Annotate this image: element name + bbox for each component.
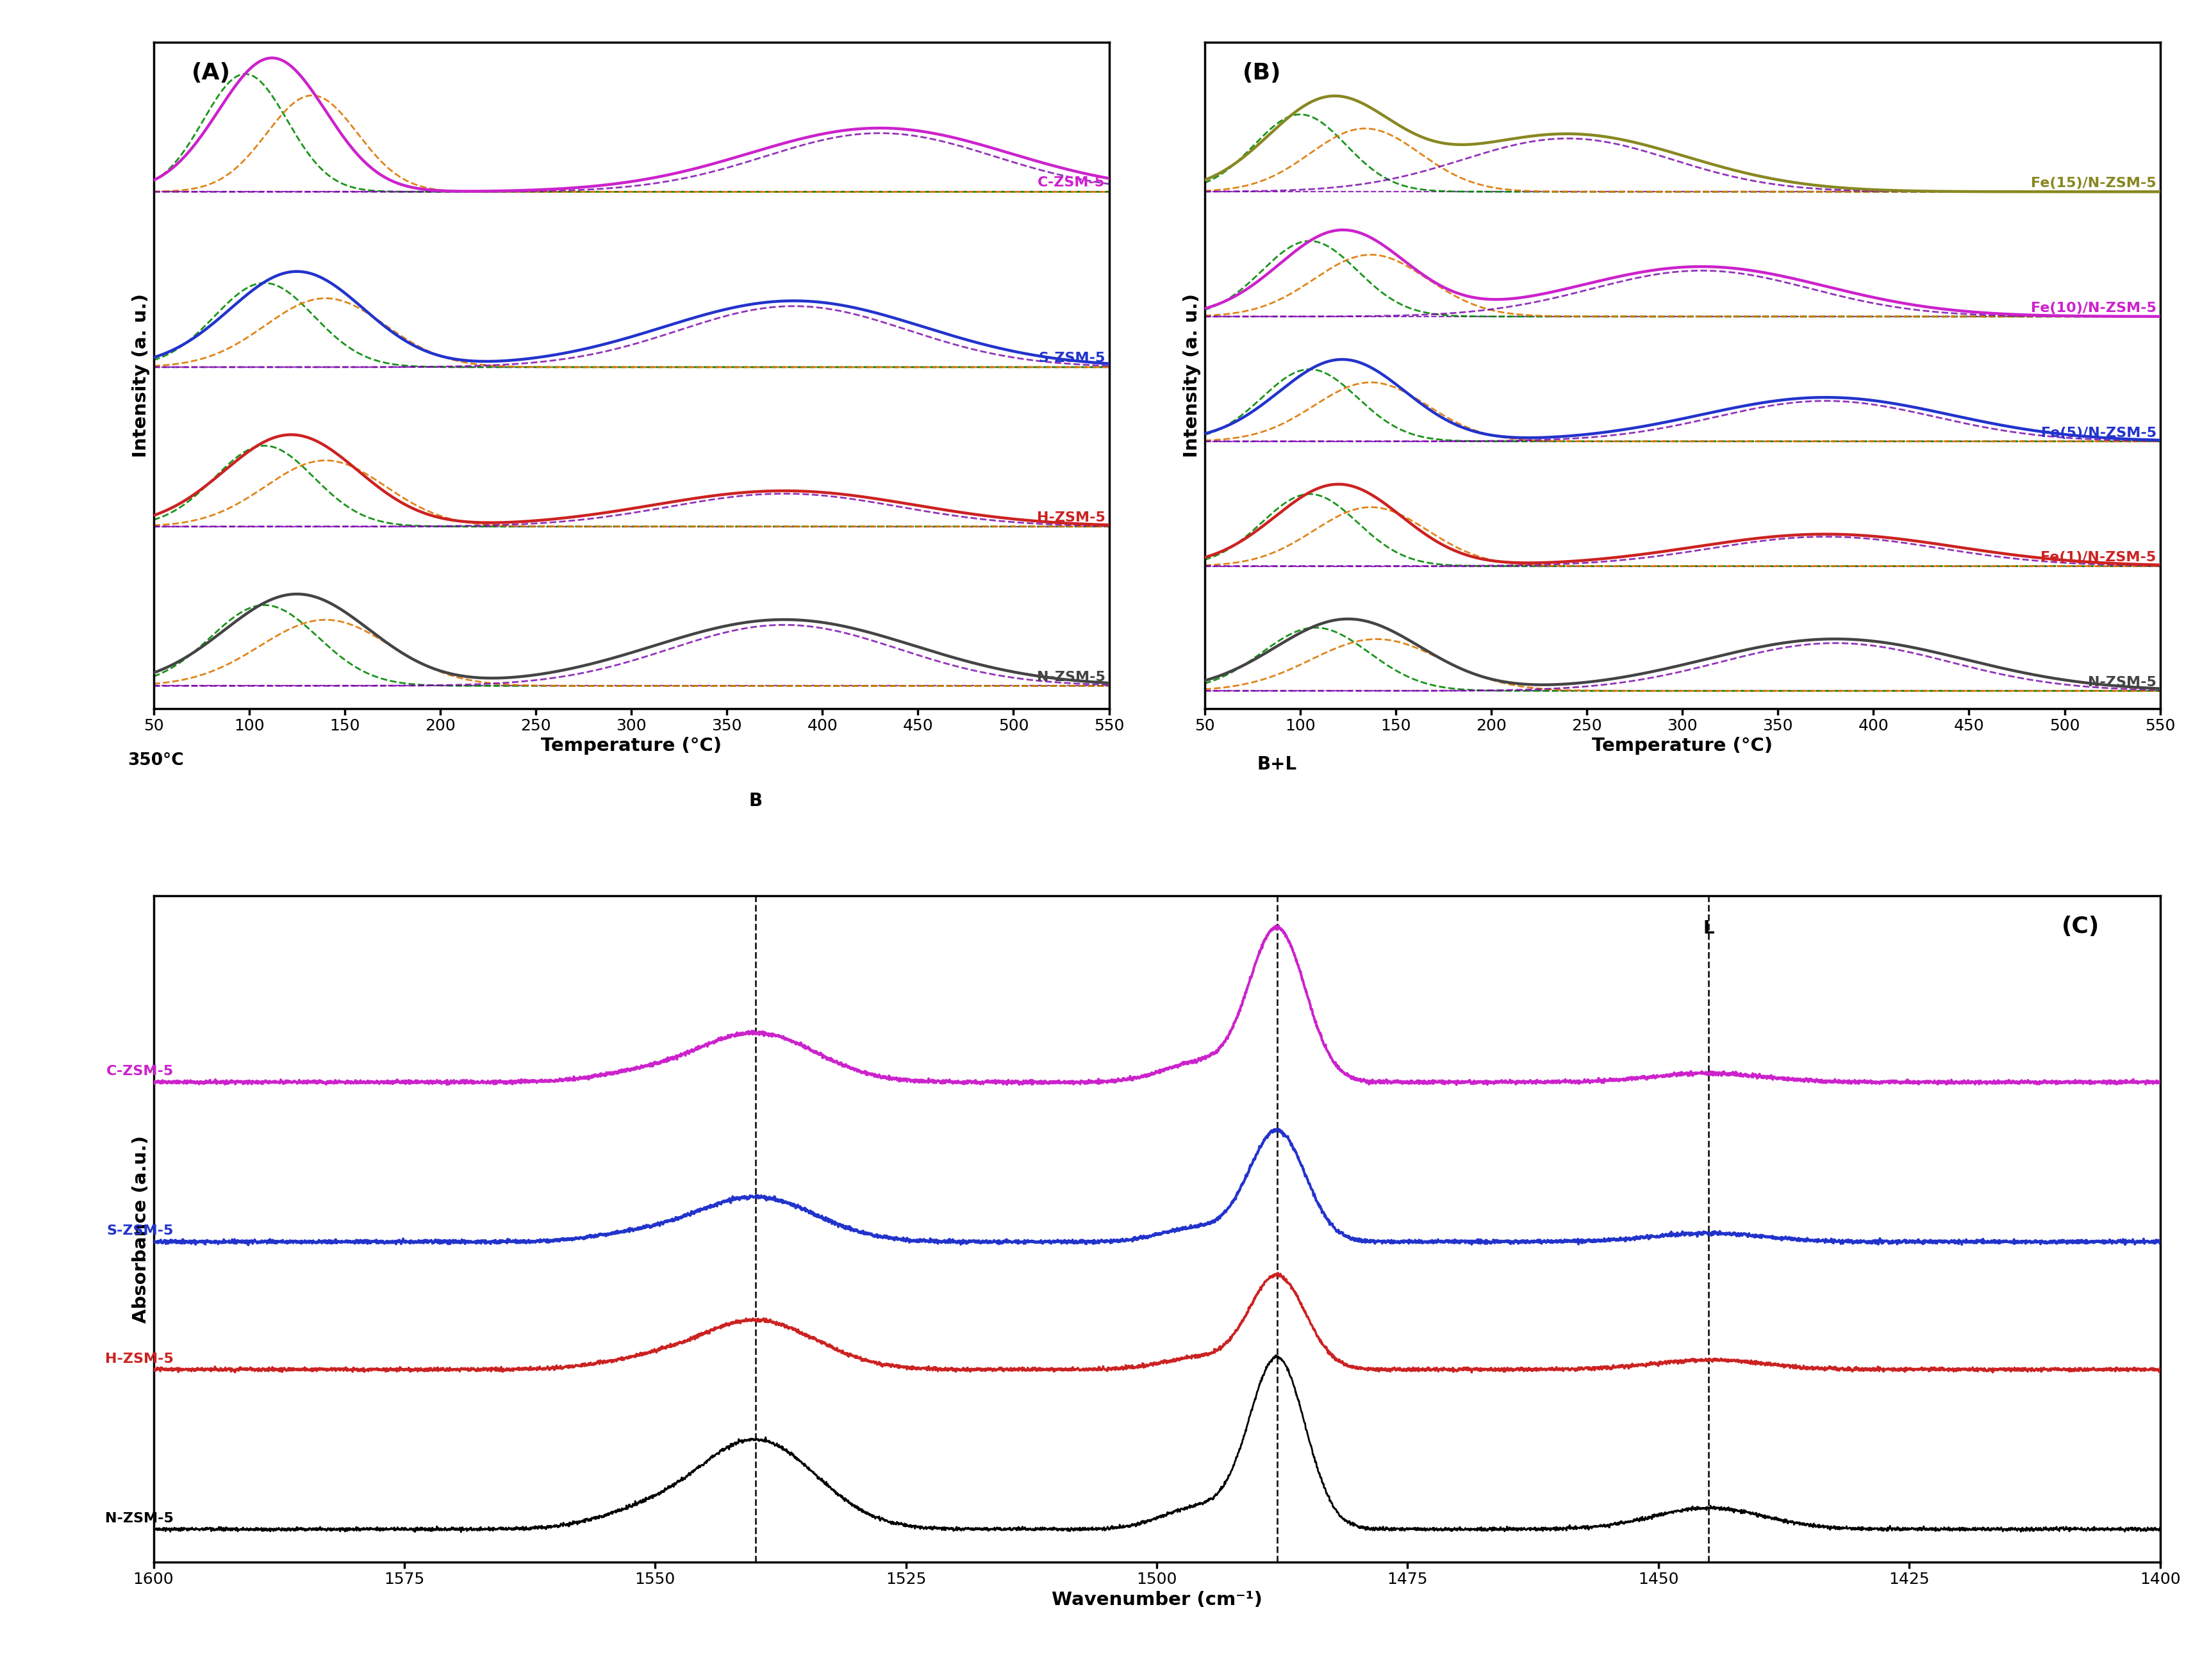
Text: N-ZSM-5: N-ZSM-5: [2088, 675, 2156, 689]
X-axis label: Temperature (°C): Temperature (°C): [542, 738, 721, 754]
Text: B: B: [748, 791, 763, 810]
X-axis label: Wavenumber (cm⁻¹): Wavenumber (cm⁻¹): [1050, 1591, 1263, 1609]
X-axis label: Temperature (°C): Temperature (°C): [1592, 738, 1772, 754]
Text: N-ZSM-5: N-ZSM-5: [1037, 670, 1105, 684]
Text: (B): (B): [1243, 62, 1281, 84]
Text: L: L: [1704, 919, 1715, 937]
Text: (C): (C): [2061, 916, 2101, 937]
Text: (A): (A): [191, 62, 230, 84]
Text: C-ZSM-5: C-ZSM-5: [105, 1065, 173, 1079]
Text: Fe(1)/N-ZSM-5: Fe(1)/N-ZSM-5: [2042, 551, 2156, 564]
Y-axis label: Intensity (a. u.): Intensity (a. u.): [1182, 294, 1202, 457]
Text: Fe(5)/N-ZSM-5: Fe(5)/N-ZSM-5: [2042, 427, 2156, 438]
Text: S-ZSM-5: S-ZSM-5: [107, 1225, 173, 1238]
Text: S-ZSM-5: S-ZSM-5: [1037, 351, 1105, 365]
Text: N-ZSM-5: N-ZSM-5: [105, 1512, 173, 1525]
Text: Fe(15)/N-ZSM-5: Fe(15)/N-ZSM-5: [2031, 176, 2156, 190]
Text: H-ZSM-5: H-ZSM-5: [1037, 511, 1105, 524]
Text: 350°C: 350°C: [127, 753, 184, 769]
Text: B+L: B+L: [1257, 756, 1296, 773]
Text: C-ZSM-5: C-ZSM-5: [1037, 176, 1105, 190]
Y-axis label: Intensity (a. u.): Intensity (a. u.): [132, 294, 149, 457]
Y-axis label: Absorbance (a.u.): Absorbance (a.u.): [132, 1136, 149, 1322]
Text: H-ZSM-5: H-ZSM-5: [105, 1352, 173, 1366]
Text: Fe(10)/N-ZSM-5: Fe(10)/N-ZSM-5: [2031, 302, 2156, 314]
